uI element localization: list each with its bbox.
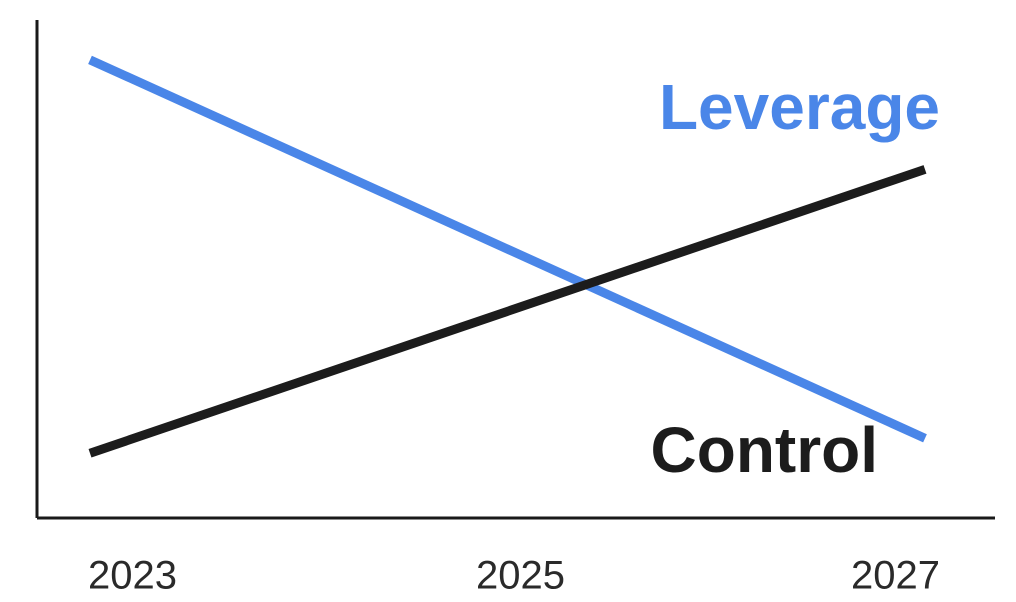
line <box>88 55 927 443</box>
x-tick-label: 2025 <box>476 554 565 598</box>
legend-label: Leverage <box>659 71 940 143</box>
legend-label: Control <box>651 414 879 486</box>
x-tick-label: 2023 <box>88 554 177 598</box>
x-tick-label: 2027 <box>851 554 940 598</box>
line <box>88 165 927 458</box>
